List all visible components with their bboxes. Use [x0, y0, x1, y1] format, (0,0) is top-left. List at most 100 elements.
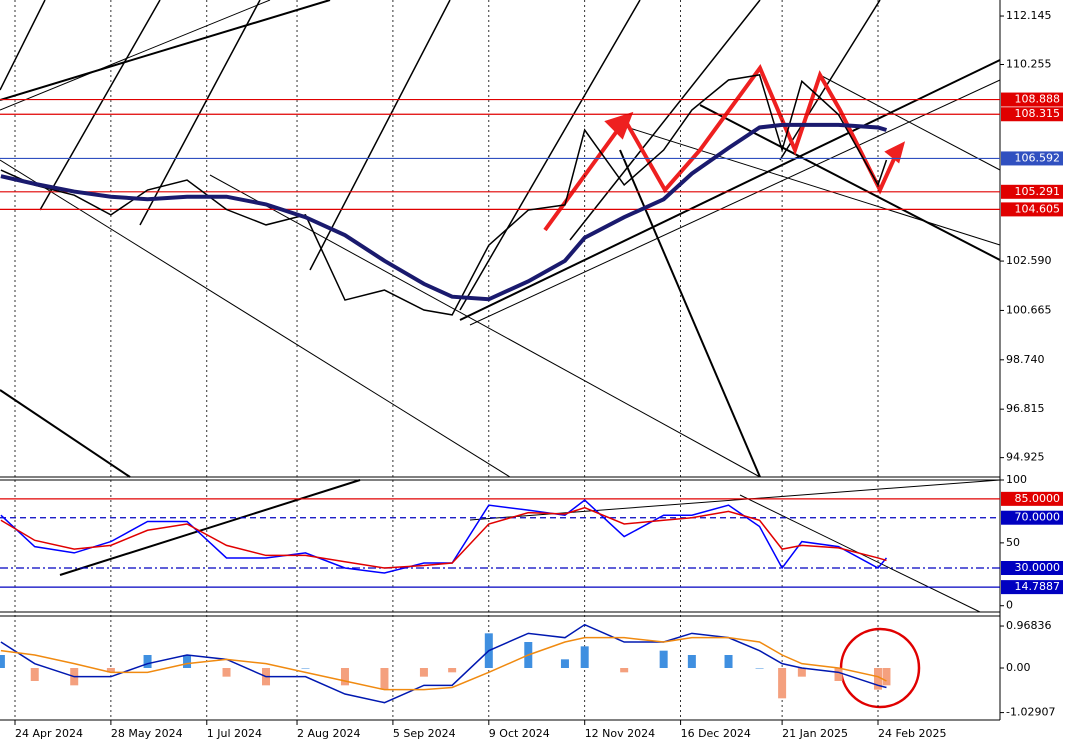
histogram-bar [874, 668, 882, 690]
level-label-box [1001, 184, 1063, 199]
trend-line [459, 59, 1001, 321]
trend-line [619, 124, 1001, 246]
histogram-bar [560, 659, 569, 668]
histogram-bar [659, 650, 668, 668]
histogram-bar [380, 668, 389, 690]
y-tick-label: 0 [1006, 599, 1013, 612]
y-tick-label: 100 [1006, 473, 1027, 486]
trend-line [309, 0, 451, 271]
x-tick-label: 16 Dec 2024 [681, 727, 751, 740]
trend-line [699, 104, 1001, 261]
x-tick-label: 2 Aug 2024 [297, 727, 360, 740]
x-tick-label: 21 Jan 2025 [782, 727, 848, 740]
arrowhead [604, 111, 634, 140]
histogram-bar [834, 668, 843, 681]
histogram-bar [419, 668, 428, 677]
level-label-box [1001, 151, 1063, 166]
series-line [0, 506, 887, 569]
histogram-bar [301, 668, 310, 669]
histogram-bar [222, 668, 231, 677]
x-tick-label: 12 Nov 2024 [585, 727, 655, 740]
histogram-bar [620, 668, 629, 673]
level-label-text: 108.888 [1015, 93, 1061, 106]
series-line [0, 499, 888, 574]
trend-line [209, 174, 761, 478]
x-tick-label: 9 Oct 2024 [489, 727, 550, 740]
series-line [0, 636, 887, 691]
level-label-text: 106.592 [1015, 151, 1061, 164]
x-tick-label: 5 Sep 2024 [393, 727, 456, 740]
histogram-bar [106, 668, 115, 673]
level-label-box [1001, 92, 1063, 107]
trend-line [0, 0, 271, 111]
x-tick-label: 28 May 2024 [111, 727, 183, 740]
histogram-bar [724, 655, 733, 668]
y-tick-label: 100.665 [1006, 303, 1052, 316]
y-tick-label: 98.740 [1006, 353, 1045, 366]
histogram-bar [755, 668, 764, 669]
level-label-box [1001, 561, 1063, 575]
level-label-text: 104.605 [1015, 202, 1061, 215]
level-label-text: 108.315 [1015, 107, 1061, 120]
level-label: 105.291 [1001, 184, 1063, 199]
histogram-bar [30, 668, 39, 681]
y-tick-label: 0.00 [1006, 661, 1031, 674]
histogram-bar [448, 668, 457, 673]
arrowhead [884, 141, 906, 164]
level-label-text: 85.0000 [1015, 492, 1061, 505]
trend-line [569, 0, 761, 241]
level-label-box [1001, 202, 1063, 217]
histogram-bar [882, 668, 891, 686]
level-label: 108.315 [1001, 107, 1063, 122]
y-tick-label: 0.96836 [1006, 619, 1052, 632]
x-tick-label: 1 Jul 2024 [207, 727, 262, 740]
y-tick-label: 102.590 [1006, 254, 1052, 267]
histogram-bar [183, 655, 192, 668]
level-label-box [1001, 510, 1063, 525]
trend-line [619, 149, 761, 478]
x-tick-label: 24 Feb 2025 [878, 727, 946, 740]
histogram-bar [778, 668, 787, 699]
y-tick-label: 110.255 [1006, 57, 1052, 70]
trend-line [819, 74, 1001, 171]
level-label-text: 14.7887 [1015, 580, 1061, 593]
level-label: 85.0000 [1001, 491, 1063, 506]
level-label: 108.888 [1001, 92, 1063, 107]
level-label-text: 70.0000 [1015, 511, 1061, 524]
level-label-text: 105.291 [1015, 185, 1061, 198]
level-label: 104.605 [1001, 202, 1063, 217]
y-tick-label: 50 [1006, 536, 1020, 549]
level-label: 14.7887 [1001, 580, 1063, 595]
trend-line [459, 0, 641, 311]
level-label-box [1001, 491, 1063, 506]
trend-line [0, 159, 511, 478]
y-tick-label: 112.145 [1006, 9, 1052, 22]
level-label: 30.0000 [1001, 561, 1063, 575]
trend-lines [0, 0, 1001, 613]
trend-line [0, 389, 131, 478]
trend-line [39, 0, 161, 211]
y-tick-label: 94.925 [1006, 451, 1045, 464]
level-label: 70.0000 [1001, 510, 1063, 525]
y-tick-label: -1.02907 [1006, 706, 1055, 719]
trend-line [0, 0, 331, 101]
histogram-bar [797, 668, 806, 677]
level-label-text: 30.0000 [1015, 561, 1061, 574]
level-label: 106.592 [1001, 151, 1063, 166]
trend-line [469, 79, 1001, 326]
series-line [0, 122, 888, 302]
trend-line [59, 479, 361, 576]
histogram-bar [0, 655, 5, 668]
histogram-bar [340, 668, 349, 686]
trend-line [0, 0, 46, 91]
x-tick-label: 24 Apr 2024 [15, 727, 83, 740]
histogram-bar [143, 655, 152, 668]
y-tick-label: 96.815 [1006, 402, 1045, 415]
series-line [0, 623, 887, 704]
histogram-bar [580, 646, 589, 668]
histogram-bar [687, 655, 696, 668]
level-label-box [1001, 580, 1063, 595]
level-label-box [1001, 107, 1063, 122]
